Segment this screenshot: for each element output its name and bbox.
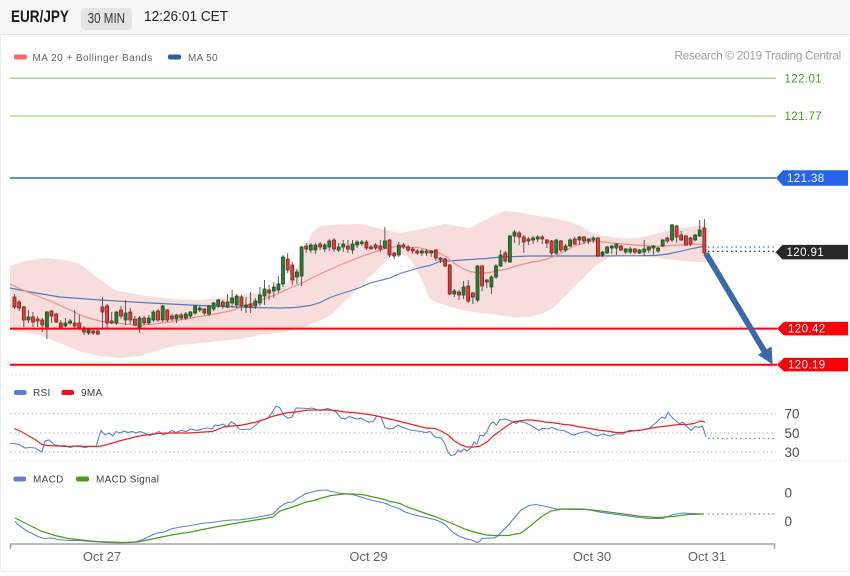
svg-text:MACD Signal: MACD Signal (96, 475, 159, 486)
svg-text:Oct 31: Oct 31 (688, 549, 726, 564)
svg-text:120.91: 120.91 (787, 247, 825, 259)
svg-text:120.19: 120.19 (788, 360, 826, 372)
svg-text:30: 30 (785, 445, 800, 460)
svg-text:120.42: 120.42 (788, 324, 826, 336)
svg-text:MA 50: MA 50 (188, 53, 218, 64)
svg-text:121.77: 121.77 (785, 111, 823, 123)
svg-text:RSI: RSI (33, 388, 51, 399)
svg-text:Oct 30: Oct 30 (573, 549, 611, 564)
svg-text:122.01: 122.01 (785, 73, 823, 85)
svg-text:0: 0 (785, 514, 793, 529)
svg-text:Research © 2019 Trading Centra: Research © 2019 Trading Central (674, 49, 841, 63)
svg-text:121.38: 121.38 (787, 173, 825, 185)
svg-text:MACD: MACD (33, 475, 64, 486)
svg-text:MA 20 + Bollinger Bands: MA 20 + Bollinger Bands (33, 53, 153, 64)
svg-text:Oct 29: Oct 29 (349, 549, 387, 564)
svg-text:Oct 27: Oct 27 (83, 549, 121, 564)
svg-text:50: 50 (785, 426, 800, 441)
svg-text:9MA: 9MA (81, 388, 102, 399)
svg-text:0: 0 (785, 485, 793, 500)
svg-text:70: 70 (785, 407, 800, 422)
